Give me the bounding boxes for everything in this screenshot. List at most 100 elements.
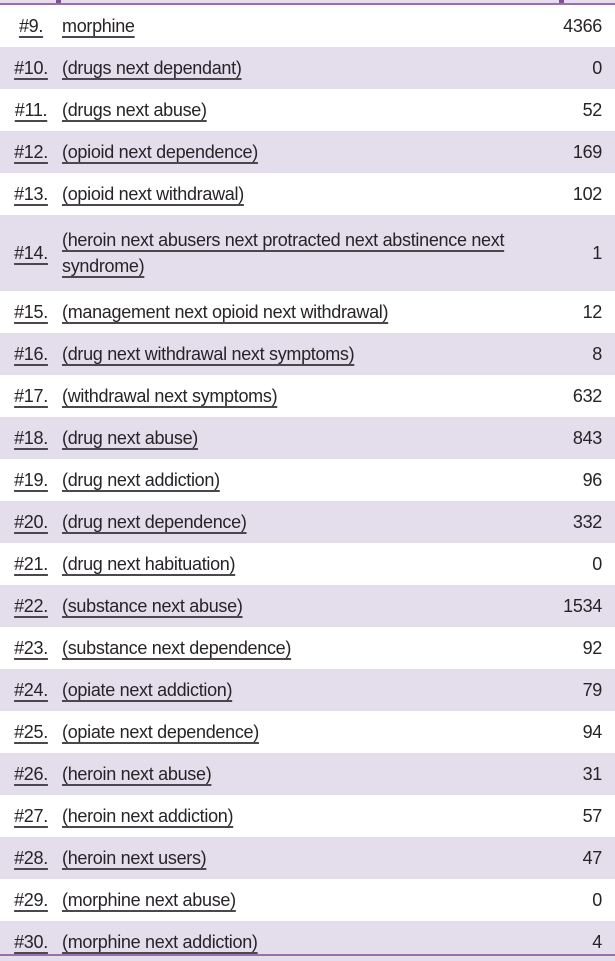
row-number-cell: #11. — [0, 100, 62, 121]
table-row: #21. (drug next habituation) 0 — [0, 543, 615, 585]
row-number: #22. — [14, 595, 48, 616]
table-row: #25. (opiate next dependence) 94 — [0, 711, 615, 753]
search-term: (withdrawal next symptoms) — [62, 386, 278, 406]
search-term-cell: (drug next abuse) — [62, 421, 532, 455]
result-count: 102 — [572, 183, 602, 204]
row-number-cell: #24. — [0, 680, 62, 701]
search-term: (morphine next abuse) — [62, 890, 236, 910]
row-number-cell: #26. — [0, 764, 62, 785]
row-number: #27. — [14, 805, 48, 826]
table-bottom-rule — [0, 954, 615, 956]
row-number-cell: #13. — [0, 184, 62, 205]
result-count: 94 — [582, 721, 603, 742]
table-row: #20. (drug next dependence) 332 — [0, 501, 615, 543]
row-number: #14. — [14, 242, 48, 263]
row-number-cell: #15. — [0, 302, 62, 323]
row-number: #11. — [14, 99, 48, 120]
row-number-cell: #12. — [0, 142, 62, 163]
row-number: #13. — [14, 183, 48, 204]
search-term: (drug next abuse) — [62, 428, 198, 448]
search-term-cell: (opiate next dependence) — [62, 715, 532, 749]
row-number: #10. — [14, 57, 48, 78]
row-number-cell: #18. — [0, 428, 62, 449]
table-row: #26. (heroin next abuse) 31 — [0, 753, 615, 795]
result-count: 0 — [592, 57, 602, 78]
row-number-cell: #10. — [0, 58, 62, 79]
search-term: (opiate next dependence) — [62, 722, 259, 742]
row-number-cell: #17. — [0, 386, 62, 407]
search-term: (substance next abuse) — [62, 596, 243, 616]
search-term-cell: (heroin next addiction) — [62, 799, 532, 833]
row-number-cell: #23. — [0, 638, 62, 659]
search-term-cell: (heroin next users) — [62, 841, 532, 875]
search-term-cell: (morphine next addiction) — [62, 925, 532, 959]
search-term-cell: (drugs next abuse) — [62, 93, 532, 127]
row-number-cell: #21. — [0, 554, 62, 575]
search-term-cell: (morphine next abuse) — [62, 883, 532, 917]
result-count: 4366 — [563, 15, 602, 36]
row-number: #15. — [14, 301, 48, 322]
result-count: 96 — [582, 469, 603, 490]
table-row: #16. (drug next withdrawal next symptoms… — [0, 333, 615, 375]
result-count: 79 — [582, 679, 603, 700]
search-term-cell: (heroin next abusers next protracted nex… — [62, 223, 532, 283]
search-term-cell: (substance next dependence) — [62, 631, 532, 665]
result-count: 0 — [592, 553, 602, 574]
row-number: #16. — [14, 343, 48, 364]
table-row: #11. (drugs next abuse) 52 — [0, 89, 615, 131]
search-term-cell: (management next opioid next withdrawal) — [62, 295, 532, 329]
result-count: 1534 — [563, 595, 602, 616]
row-number-cell: #9. — [0, 16, 62, 37]
table-row: #29. (morphine next abuse) 0 — [0, 879, 615, 921]
row-number: #25. — [14, 721, 48, 742]
table-row: #10. (drugs next dependant) 0 — [0, 47, 615, 89]
search-term-cell: (drug next dependence) — [62, 505, 532, 539]
row-number: #20. — [14, 511, 48, 532]
table-row: #27. (heroin next addiction) 57 — [0, 795, 615, 837]
search-term: (opioid next dependence) — [62, 142, 258, 162]
table-row: #22. (substance next abuse) 1534 — [0, 585, 615, 627]
row-number: #18. — [14, 427, 48, 448]
search-term: (morphine next addiction) — [62, 932, 258, 952]
row-number-cell: #27. — [0, 806, 62, 827]
row-number-cell: #22. — [0, 596, 62, 617]
result-count: 1 — [592, 242, 602, 263]
table-row: #9. morphine 4366 — [0, 5, 615, 47]
result-count: 0 — [592, 889, 602, 910]
search-term: (substance next dependence) — [62, 638, 292, 658]
result-count: 632 — [572, 385, 602, 406]
search-term-cell: (opioid next withdrawal) — [62, 177, 532, 211]
row-number-cell: #19. — [0, 470, 62, 491]
search-term-cell: (drug next addiction) — [62, 463, 532, 497]
row-number: #28. — [14, 847, 48, 868]
search-term-cell: morphine — [62, 9, 532, 43]
search-term: (heroin next addiction) — [62, 806, 234, 826]
row-number-cell: #28. — [0, 848, 62, 869]
table-row: #17. (withdrawal next symptoms) 632 — [0, 375, 615, 417]
row-number: #29. — [14, 889, 48, 910]
table-row: #14. (heroin next abusers next protracte… — [0, 215, 615, 291]
row-number-cell: #20. — [0, 512, 62, 533]
row-number: #26. — [14, 763, 48, 784]
result-count: 31 — [582, 763, 603, 784]
column-divider-tick — [559, 0, 564, 3]
search-term-cell: (drug next withdrawal next symptoms) — [62, 337, 532, 371]
result-count: 169 — [572, 141, 602, 162]
table-row: #23. (substance next dependence) 92 — [0, 627, 615, 669]
search-term-cell: (opiate next addiction) — [62, 673, 532, 707]
result-count: 8 — [592, 343, 602, 364]
table-row: #28. (heroin next users) 47 — [0, 837, 615, 879]
search-term-cell: (heroin next abuse) — [62, 757, 532, 791]
search-term: (drug next withdrawal next symptoms) — [62, 344, 355, 364]
search-term: (drugs next dependant) — [62, 58, 242, 78]
search-term-cell: (substance next abuse) — [62, 589, 532, 623]
search-term: (drug next addiction) — [62, 470, 220, 490]
search-term: (heroin next users) — [62, 848, 207, 868]
table-rows: #9. morphine 4366 #10. (drugs next depen… — [0, 5, 615, 961]
table-row: #18. (drug next abuse) 843 — [0, 417, 615, 459]
table-top-strip — [0, 0, 615, 3]
column-divider-tick — [56, 0, 61, 3]
result-count: 332 — [572, 511, 602, 532]
search-term: (drug next dependence) — [62, 512, 247, 532]
row-number-cell: #25. — [0, 722, 62, 743]
